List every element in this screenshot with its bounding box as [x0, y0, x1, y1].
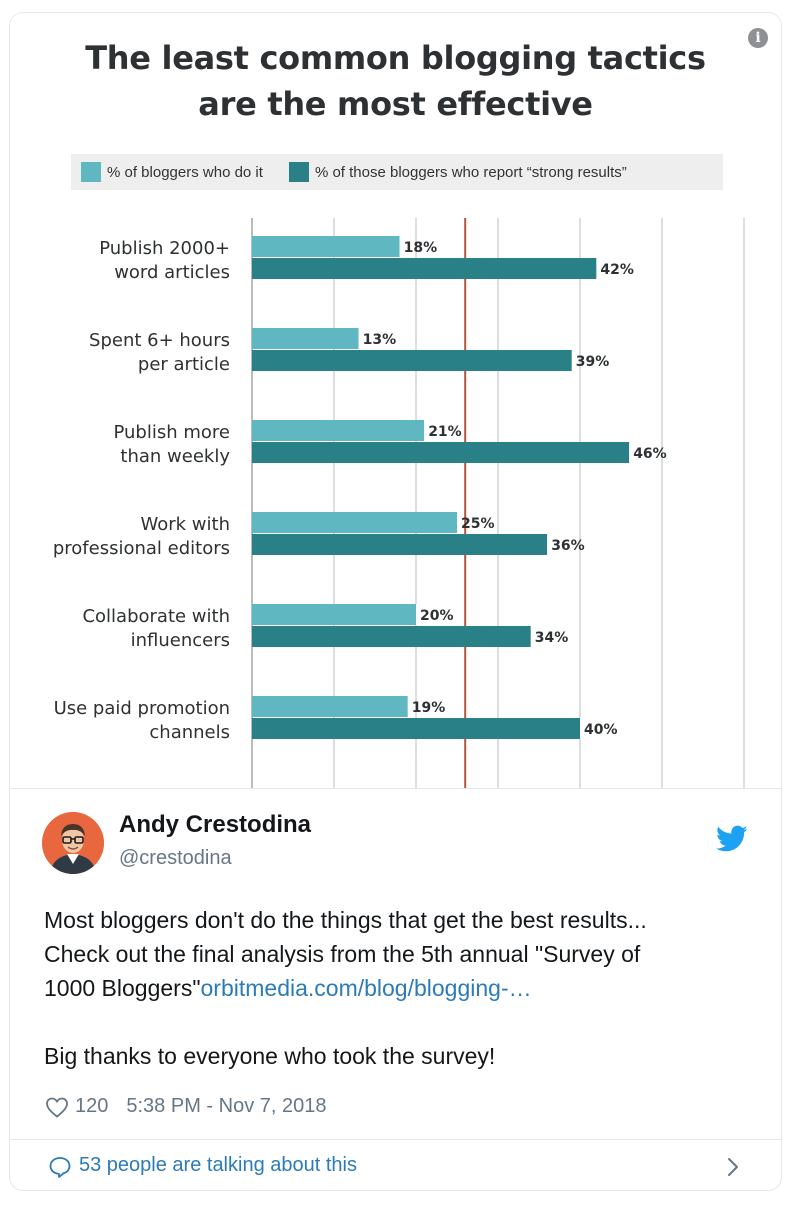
- category-label-line: professional editors: [53, 538, 230, 559]
- category-label: Collaborate with influencers: [82, 606, 230, 651]
- legend-item-strong-results: % of those bloggers who report “strong r…: [288, 162, 627, 182]
- tweet-text-line-1: Most bloggers don't do the things that g…: [44, 907, 647, 933]
- bar-do-it: [252, 512, 457, 533]
- chart-title-line-1: The least common blogging tactics: [85, 39, 706, 77]
- bar-value-label: 36%: [551, 538, 585, 554]
- category-label: Spent 6+ hours per article: [89, 330, 230, 375]
- heart-icon[interactable]: [45, 1096, 69, 1118]
- category-label-line: channels: [149, 722, 230, 743]
- chart-title-line-2: are the most effective: [198, 85, 593, 123]
- bar-do-it: [252, 604, 416, 625]
- chart-legend: % of bloggers who do it % of those blogg…: [71, 154, 723, 190]
- bar-do-it: [252, 696, 408, 717]
- bar-do-it: [252, 420, 425, 441]
- tweet-timestamp[interactable]: 5:38 PM - Nov 7, 2018: [126, 1095, 327, 1117]
- bar-strong-results: [252, 534, 548, 555]
- tweet-text-line-3-plain: 1000 Bloggers": [44, 975, 201, 1001]
- bar-chart: Publish 2000+ word articles 18% 42% Spent 6+…: [53, 218, 745, 788]
- bar-strong-results: [252, 258, 597, 279]
- bar-do-it: [252, 328, 359, 349]
- legend-swatch-dark: [288, 162, 309, 182]
- legend-label-do-it: % of bloggers who do it: [107, 163, 263, 181]
- tweet-media-image[interactable]: i The least common blogging tactics are …: [10, 13, 781, 788]
- user-handle[interactable]: @crestodina: [119, 847, 232, 869]
- chevron-right-icon[interactable]: [726, 1156, 740, 1178]
- bar-value-label: 39%: [576, 354, 610, 370]
- like-count[interactable]: 120: [75, 1095, 109, 1117]
- category-label: Work with professional editors: [53, 514, 230, 559]
- category-label: Publish more than weekly: [113, 422, 230, 467]
- twitter-bird-icon[interactable]: [716, 825, 748, 853]
- bar-value-label: 34%: [535, 630, 569, 646]
- category-label-line: Collaborate with: [82, 606, 230, 627]
- bar-strong-results: [252, 442, 630, 463]
- bar-do-it: [252, 236, 400, 257]
- category-label: Use paid promotion channels: [54, 698, 230, 743]
- chart-title: The least common blogging tactics are th…: [10, 35, 781, 127]
- bar-value-label: 46%: [633, 446, 667, 462]
- category-label: Publish 2000+ word articles: [99, 238, 230, 283]
- tweet-text-line-3: 1000 Bloggers"orbitmedia.com/blog/bloggi…: [44, 971, 759, 1005]
- bar-value-label: 42%: [600, 262, 634, 278]
- bar-strong-results: [252, 350, 572, 371]
- category-label-line: Work with: [141, 514, 231, 535]
- bar-value-label: 13%: [363, 332, 397, 348]
- talking-about-link[interactable]: 53 people are talking about this: [79, 1154, 357, 1176]
- tweet-body: Andy Crestodina @crestodina Most blogger…: [10, 788, 781, 1139]
- bar-value-label: 19%: [412, 700, 446, 716]
- bar-value-label: 40%: [584, 722, 618, 738]
- info-icon[interactable]: i: [748, 28, 768, 48]
- legend-item-do-it: % of bloggers who do it: [81, 162, 263, 182]
- conversation-footer[interactable]: 53 people are talking about this: [10, 1139, 781, 1190]
- category-label-line: Publish 2000+: [99, 238, 230, 259]
- user-name[interactable]: Andy Crestodina: [119, 811, 312, 838]
- category-label-line: Spent 6+ hours: [89, 330, 230, 351]
- tweet-card[interactable]: i The least common blogging tactics are …: [9, 12, 782, 1191]
- category-label-line: per article: [138, 354, 230, 375]
- tweet-text-line-2: Check out the final analysis from the 5t…: [44, 941, 641, 967]
- bar-strong-results: [252, 718, 580, 739]
- category-label-line: Publish more: [113, 422, 230, 443]
- bar-value-label: 21%: [428, 424, 462, 440]
- avatar-portrait-icon: [42, 812, 104, 874]
- category-label-line: Use paid promotion: [54, 698, 230, 719]
- speech-bubble-icon: [49, 1157, 71, 1178]
- category-label-line: word articles: [114, 262, 230, 283]
- category-label-line: than weekly: [120, 446, 230, 467]
- tweet-text-spacer: [44, 1005, 759, 1039]
- tweet-text-line-4: Big thanks to everyone who took the surv…: [44, 1043, 496, 1069]
- bar-value-label: 20%: [420, 608, 454, 624]
- avatar[interactable]: [42, 812, 104, 874]
- bar-value-label: 25%: [461, 516, 495, 532]
- tweet-meta: 120 5:38 PM - Nov 7, 2018: [45, 1095, 326, 1118]
- category-label-line: influencers: [131, 630, 230, 651]
- legend-label-strong-results: % of those bloggers who report “strong r…: [314, 163, 627, 181]
- legend-swatch-light: [81, 162, 101, 182]
- tweet-text: Most bloggers don't do the things that g…: [44, 903, 759, 1073]
- bar-strong-results: [252, 626, 531, 647]
- bar-value-label: 18%: [404, 240, 438, 256]
- tweet-link[interactable]: orbitmedia.com/blog/blogging-…: [200, 975, 532, 1001]
